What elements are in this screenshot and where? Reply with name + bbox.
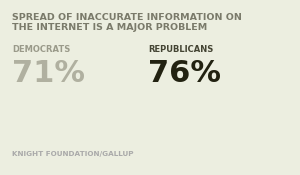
Text: SPREAD OF INACCURATE INFORMATION ON: SPREAD OF INACCURATE INFORMATION ON: [12, 13, 242, 22]
Text: KNIGHT FOUNDATION/GALLUP: KNIGHT FOUNDATION/GALLUP: [12, 151, 134, 157]
Text: DEMOCRATS: DEMOCRATS: [12, 45, 70, 54]
Text: REPUBLICANS: REPUBLICANS: [148, 45, 213, 54]
Text: 76%: 76%: [148, 59, 221, 88]
Text: 71%: 71%: [12, 59, 85, 88]
Text: THE INTERNET IS A MAJOR PROBLEM: THE INTERNET IS A MAJOR PROBLEM: [12, 23, 207, 32]
